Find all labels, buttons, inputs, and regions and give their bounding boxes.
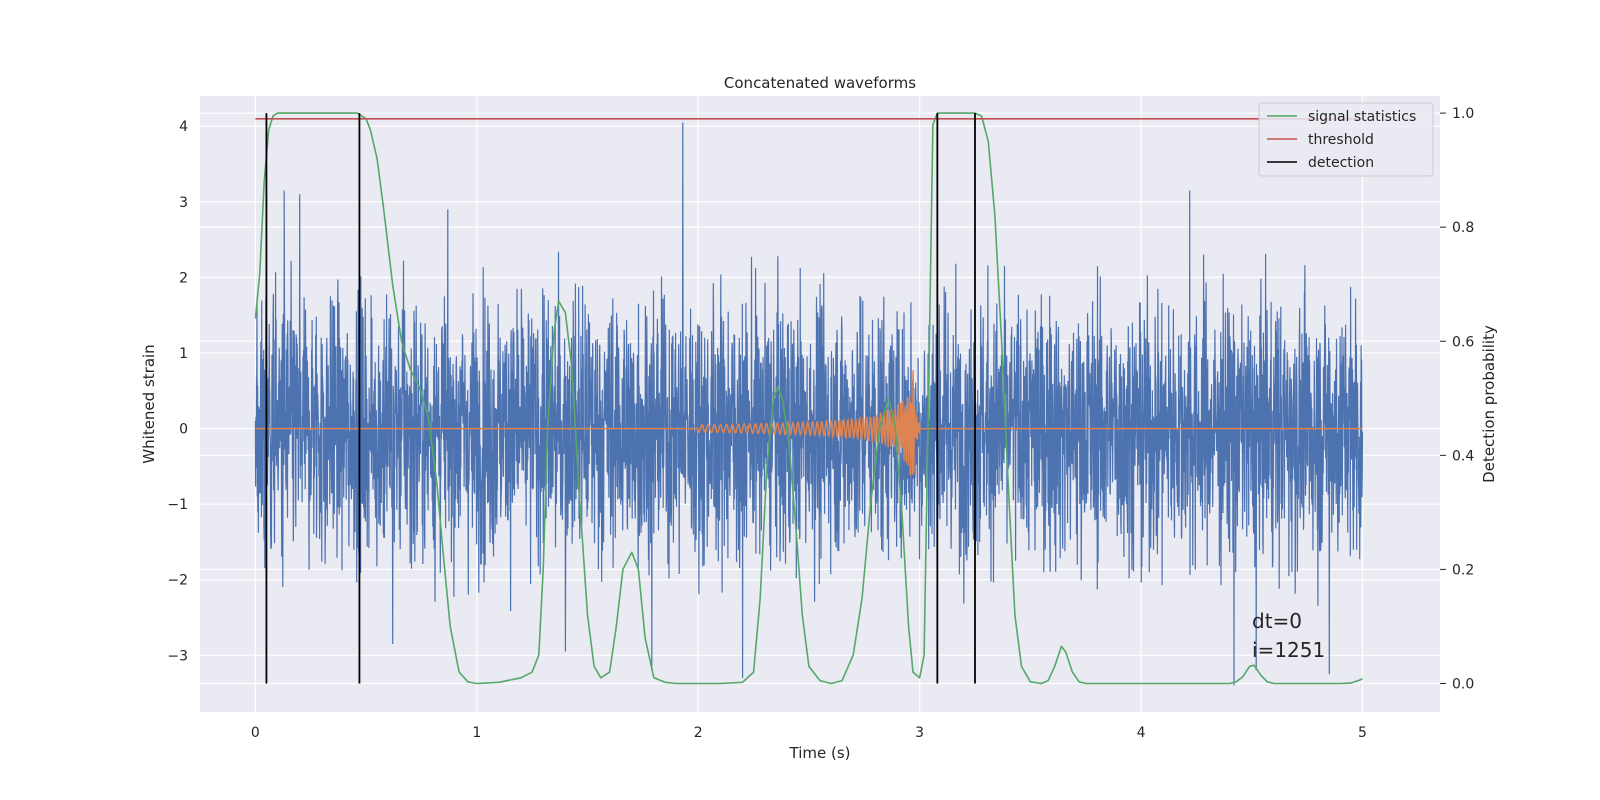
x-tick-label: 0 (251, 725, 260, 741)
annotation-dt: dt=0 (1252, 609, 1302, 633)
y-tick-label-right: 0.2 (1452, 562, 1474, 578)
y-tick-label-left: 3 (179, 195, 188, 211)
y-tick-label-right: 0.6 (1452, 334, 1474, 350)
x-tick-label: 4 (1137, 725, 1146, 741)
x-tick-label: 5 (1358, 725, 1367, 741)
legend-box (1258, 102, 1434, 177)
y-tick-label-right: 1.0 (1452, 106, 1474, 122)
y-tick-label-left: −3 (167, 648, 188, 664)
y-tick-label-right: 0.4 (1452, 448, 1474, 464)
axis-ticks: 0 1 2 3 4 5 −3 −2 −1 0 1 2 3 4 0.0 0.2 0.4 0.6 0.8 1.0 (167, 106, 1474, 741)
annotation-index: i=1251 (1252, 638, 1325, 662)
legend-label-threshold: threshold (1308, 132, 1374, 148)
y-tick-label-left: 2 (179, 270, 188, 286)
y-tick-label-right: 0.8 (1452, 220, 1474, 236)
y-axis-label-left: Whitened strain (140, 344, 158, 463)
x-tick-label: 2 (694, 725, 703, 741)
x-axis-label: Time (s) (789, 744, 851, 762)
plot-series-layer (254, 112, 1364, 686)
y-tick-label-left: 0 (179, 422, 188, 438)
strain-noise-line (254, 122, 1364, 686)
x-tick-label: 3 (915, 725, 924, 741)
legend: signal statistics threshold detection (1258, 102, 1434, 177)
signal-statistics-line (254, 112, 1363, 685)
y-tick-label-right: 0.0 (1452, 676, 1474, 692)
y-tick-label-left: −2 (167, 573, 188, 589)
legend-label-signal-statistics: signal statistics (1308, 109, 1416, 125)
y-axis-label-right: Detection probability (1480, 325, 1498, 483)
y-tick-label-left: 1 (179, 346, 188, 362)
y-tick-label-left: 4 (179, 119, 188, 135)
legend-label-detection: detection (1308, 155, 1374, 171)
x-tick-label: 1 (472, 725, 481, 741)
y-tick-label-left: −1 (167, 497, 188, 513)
injected-chirp-line (255, 370, 1363, 476)
chart-title: Concatenated waveforms (724, 74, 916, 92)
